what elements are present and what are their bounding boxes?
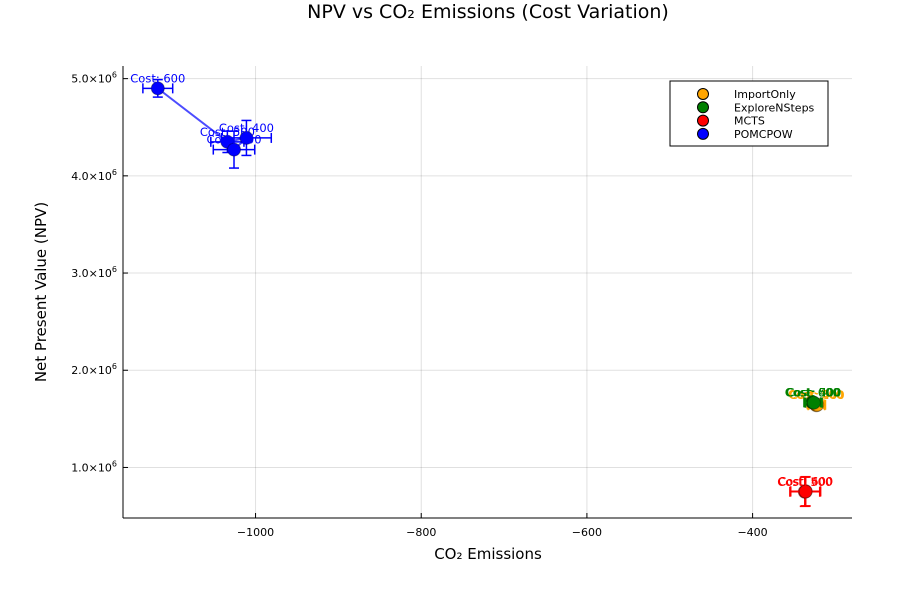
y-axis-ticks: 1.0×106 2.0×106 3.0×106 4.0×106 5.0×106: [71, 71, 128, 474]
data-point: [150, 81, 165, 96]
y-axis-title: Net Present Value (NPV): [32, 202, 50, 382]
point-label: Cost: 500: [777, 475, 832, 489]
series-line: [157, 87, 250, 151]
legend-box: [669, 80, 829, 147]
point-label: Cost: 600: [785, 385, 840, 399]
x-tick-label: −600: [572, 526, 602, 539]
x-axis-ticks: −1000 −800 −600 −400: [237, 513, 768, 539]
legend-label: ExploreNSteps: [734, 101, 815, 114]
axes: [122, 66, 852, 519]
legend-label: POMCPOW: [734, 128, 793, 141]
point-label: Cost: 500: [786, 386, 841, 400]
legend-marker: [697, 114, 709, 127]
legend-marker: [697, 88, 709, 100]
point-label: Cost: 600: [789, 388, 844, 402]
y-tick-label: 2.0×106: [71, 362, 117, 377]
data-point: [806, 395, 821, 410]
legend-label: ImportOnly: [734, 88, 796, 101]
x-axis-title: CO₂ Emissions: [434, 545, 542, 563]
legend-marker: [697, 101, 709, 114]
point-label: Cost: 500: [206, 133, 261, 147]
y-tick-label: 1.0×106: [71, 459, 117, 474]
y-tick-label: 5.0×106: [71, 71, 117, 86]
legend-marker: [697, 127, 709, 140]
point-label: Cost: 400: [786, 386, 841, 400]
y-tick-label: 3.0×106: [71, 265, 117, 280]
data-point: [227, 142, 242, 157]
y-tick-label: 4.0×106: [71, 168, 117, 183]
point-label: Cost: 600: [130, 71, 185, 85]
x-tick-label: −800: [406, 526, 436, 539]
data-point: [239, 130, 254, 145]
x-tick-label: −400: [737, 526, 767, 539]
legend-label: MCTS: [734, 115, 765, 128]
data-point: [798, 484, 813, 499]
point-label: Cost: 500: [788, 387, 843, 401]
grid: [123, 66, 852, 518]
point-label: Cost: 400: [778, 475, 833, 489]
chart-title: NPV vs CO₂ Emissions (Cost Variation): [307, 1, 669, 23]
x-tick-label: −1000: [237, 526, 274, 539]
